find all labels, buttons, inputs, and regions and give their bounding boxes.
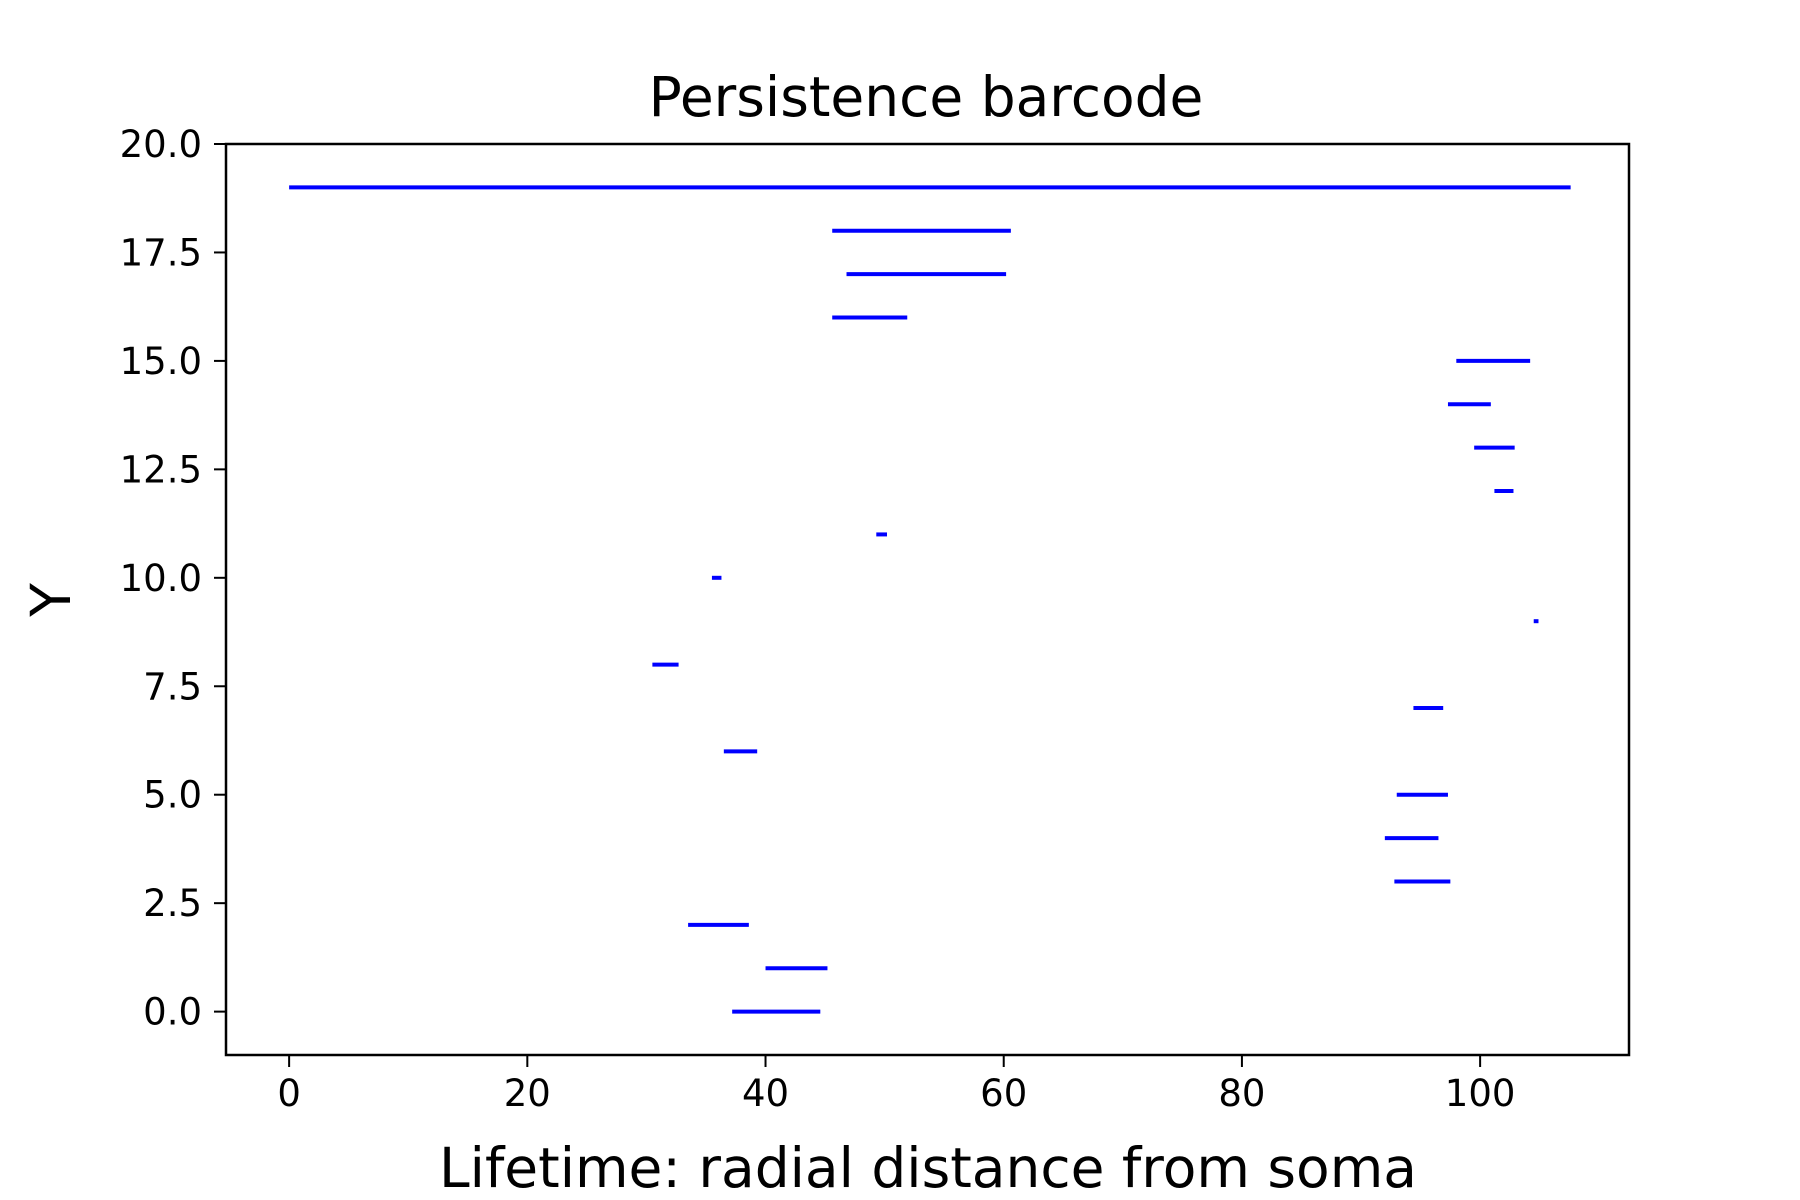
x-tick-label: 80 bbox=[1218, 1072, 1265, 1115]
axes-frame bbox=[224, 142, 1631, 1057]
chart-title: Persistence barcode bbox=[649, 65, 1204, 129]
plot-area bbox=[289, 185, 1571, 1014]
x-tick-label: 100 bbox=[1445, 1072, 1516, 1115]
y-tick-label: 20.0 bbox=[120, 123, 202, 166]
x-tick-label: 40 bbox=[742, 1072, 789, 1115]
y-tick-label: 2.5 bbox=[143, 882, 202, 925]
x-axis: 0 20 40 60 80 100 bbox=[277, 1055, 1515, 1115]
y-axis-label: Y bbox=[19, 583, 83, 618]
y-axis: 0.0 2.5 5.0 7.5 10.0 12.5 15.0 17.5 20.0 bbox=[120, 123, 226, 1034]
x-tick-label: 60 bbox=[980, 1072, 1027, 1115]
x-tick-label: 20 bbox=[504, 1072, 551, 1115]
y-tick-label: 17.5 bbox=[120, 231, 202, 274]
y-tick-label: 10.0 bbox=[120, 557, 202, 600]
x-axis-label: Lifetime: radial distance from soma bbox=[439, 1136, 1417, 1200]
y-tick-label: 5.0 bbox=[143, 774, 202, 817]
x-tick-label: 0 bbox=[277, 1072, 301, 1115]
y-tick-label: 7.5 bbox=[143, 665, 202, 708]
y-tick-label: 0.0 bbox=[143, 991, 202, 1034]
y-tick-label: 15.0 bbox=[120, 340, 202, 383]
y-tick-label: 12.5 bbox=[120, 448, 202, 491]
